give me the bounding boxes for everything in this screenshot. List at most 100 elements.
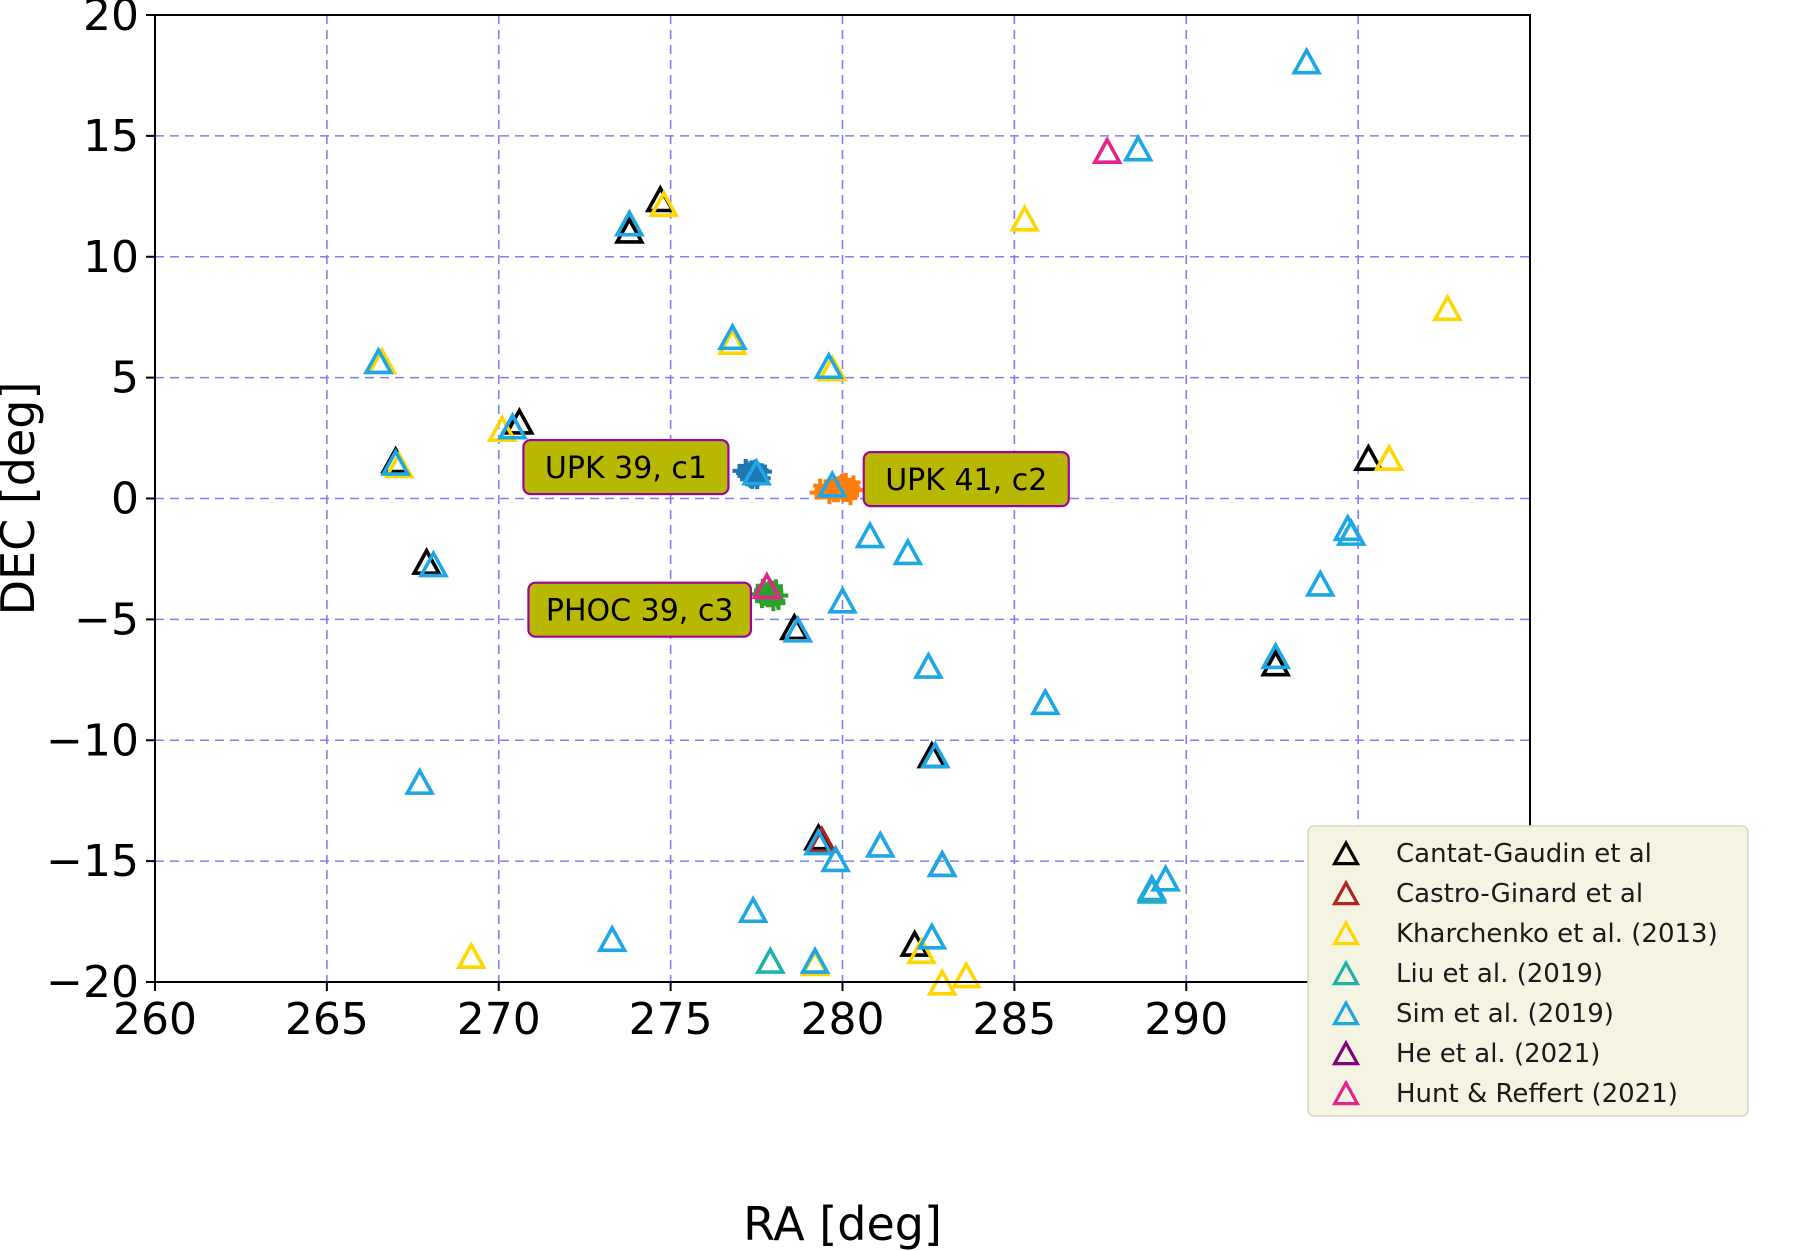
y-axis-label: DEC [deg] xyxy=(0,382,45,616)
data-point xyxy=(1150,863,1182,892)
y-tick-label: −5 xyxy=(74,594,139,645)
data-point xyxy=(1353,443,1384,471)
x-tick-label: 275 xyxy=(629,994,713,1045)
data-point xyxy=(411,547,442,575)
y-tick-label: −20 xyxy=(46,957,139,1008)
data-point xyxy=(486,414,518,442)
annotation-label: UPK 39, c1 xyxy=(545,451,707,486)
series-markers xyxy=(751,136,1123,600)
data-point xyxy=(404,767,436,795)
cluster-point xyxy=(756,587,771,602)
data-point xyxy=(892,537,924,566)
data-point xyxy=(1009,203,1041,232)
data-point xyxy=(380,447,412,476)
legend-label: Hunt & Reffert (2021) xyxy=(1396,1079,1678,1109)
annotations: UPK 39, c1 UPK 41, c2 PHOC 39, c3 xyxy=(522,438,1070,638)
legend-marker xyxy=(1331,839,1361,866)
clusters xyxy=(732,458,865,612)
data-point xyxy=(816,469,848,498)
data-point xyxy=(418,549,449,578)
data-point xyxy=(816,353,848,382)
y-tick-label: 10 xyxy=(83,232,139,283)
data-point xyxy=(1260,648,1292,677)
data-point xyxy=(950,960,982,989)
y-tick-label: −15 xyxy=(46,836,139,887)
y-tick-label: 20 xyxy=(83,0,139,41)
x-tick-label: 280 xyxy=(801,994,885,1045)
data-point xyxy=(913,651,944,679)
data-point xyxy=(754,945,786,974)
y-tick-label: 15 xyxy=(83,111,139,162)
data-point xyxy=(741,457,772,486)
y-tick-label: 5 xyxy=(111,353,139,404)
legend-marker xyxy=(1331,1039,1361,1066)
data-point xyxy=(906,936,937,965)
annotation-label: PHOC 39, c3 xyxy=(546,594,734,629)
data-point xyxy=(596,924,628,953)
data-point xyxy=(648,189,680,218)
cluster-point xyxy=(823,482,838,497)
markers xyxy=(363,46,1463,996)
legend-marker xyxy=(1331,999,1361,1026)
y-ticks: 20 15 10 5 0 −5 −10 −15 −20 xyxy=(46,0,155,1008)
data-point xyxy=(1291,46,1322,75)
legend-label: Kharchenko et al. (2013) xyxy=(1396,919,1718,949)
data-point xyxy=(613,208,645,237)
legend-label: Liu et al. (2019) xyxy=(1396,959,1603,989)
x-tick-label: 290 xyxy=(1144,994,1228,1045)
series-markers xyxy=(806,825,838,853)
data-point xyxy=(827,585,858,614)
data-point xyxy=(813,351,845,380)
data-point xyxy=(799,945,831,974)
data-point xyxy=(926,849,958,878)
data-point xyxy=(803,822,834,851)
data-point xyxy=(497,411,528,440)
data-point xyxy=(1091,136,1123,164)
y-tick-label: −10 xyxy=(46,715,139,766)
annotation-label: UPK 41, c2 xyxy=(885,463,1047,498)
data-point xyxy=(751,571,783,600)
data-point xyxy=(1260,641,1292,670)
data-point xyxy=(503,406,535,435)
data-point xyxy=(778,612,810,641)
series-markers xyxy=(363,46,1367,974)
annotation-box xyxy=(527,581,753,638)
annotation-box xyxy=(862,451,1070,508)
cluster-points xyxy=(809,472,865,506)
data-point xyxy=(806,825,838,853)
legend: Cantat-Gaudin et al Castro-Ginard et al Kh… xyxy=(1307,825,1749,1117)
data-point xyxy=(919,740,951,769)
x-tick-label: 265 xyxy=(285,994,369,1045)
data-point xyxy=(1373,443,1405,471)
legend-marker xyxy=(1331,959,1361,986)
data-point xyxy=(383,450,415,479)
x-tick-label: 285 xyxy=(972,994,1056,1045)
annotation-box xyxy=(522,438,730,496)
data-point xyxy=(455,941,487,969)
legend-box xyxy=(1307,825,1749,1117)
legend-label: Sim et al. (2019) xyxy=(1396,999,1614,1029)
data-point xyxy=(363,346,394,375)
data-point xyxy=(737,895,769,924)
legend-marker xyxy=(1331,1079,1361,1106)
x-tick-label: 260 xyxy=(113,994,197,1045)
legend-label: Castro-Ginard et al xyxy=(1396,879,1643,909)
data-point xyxy=(864,829,896,858)
data-point xyxy=(717,322,748,351)
data-point xyxy=(803,827,834,856)
legend-label: Cantat-Gaudin et al xyxy=(1396,839,1652,869)
data-point xyxy=(820,844,852,873)
data-point xyxy=(782,614,814,643)
data-point xyxy=(1304,568,1336,597)
legend-label: He et al. (2021) xyxy=(1396,1039,1600,1069)
data-point xyxy=(854,520,886,549)
x-tick-label: 270 xyxy=(457,994,541,1045)
data-point xyxy=(1029,687,1061,716)
y-tick-label: 0 xyxy=(111,474,139,525)
data-point xyxy=(1335,518,1367,546)
legend-marker xyxy=(1331,879,1361,906)
legend-marker xyxy=(1331,919,1361,946)
data-point xyxy=(1122,133,1154,162)
data-point xyxy=(1432,293,1463,322)
